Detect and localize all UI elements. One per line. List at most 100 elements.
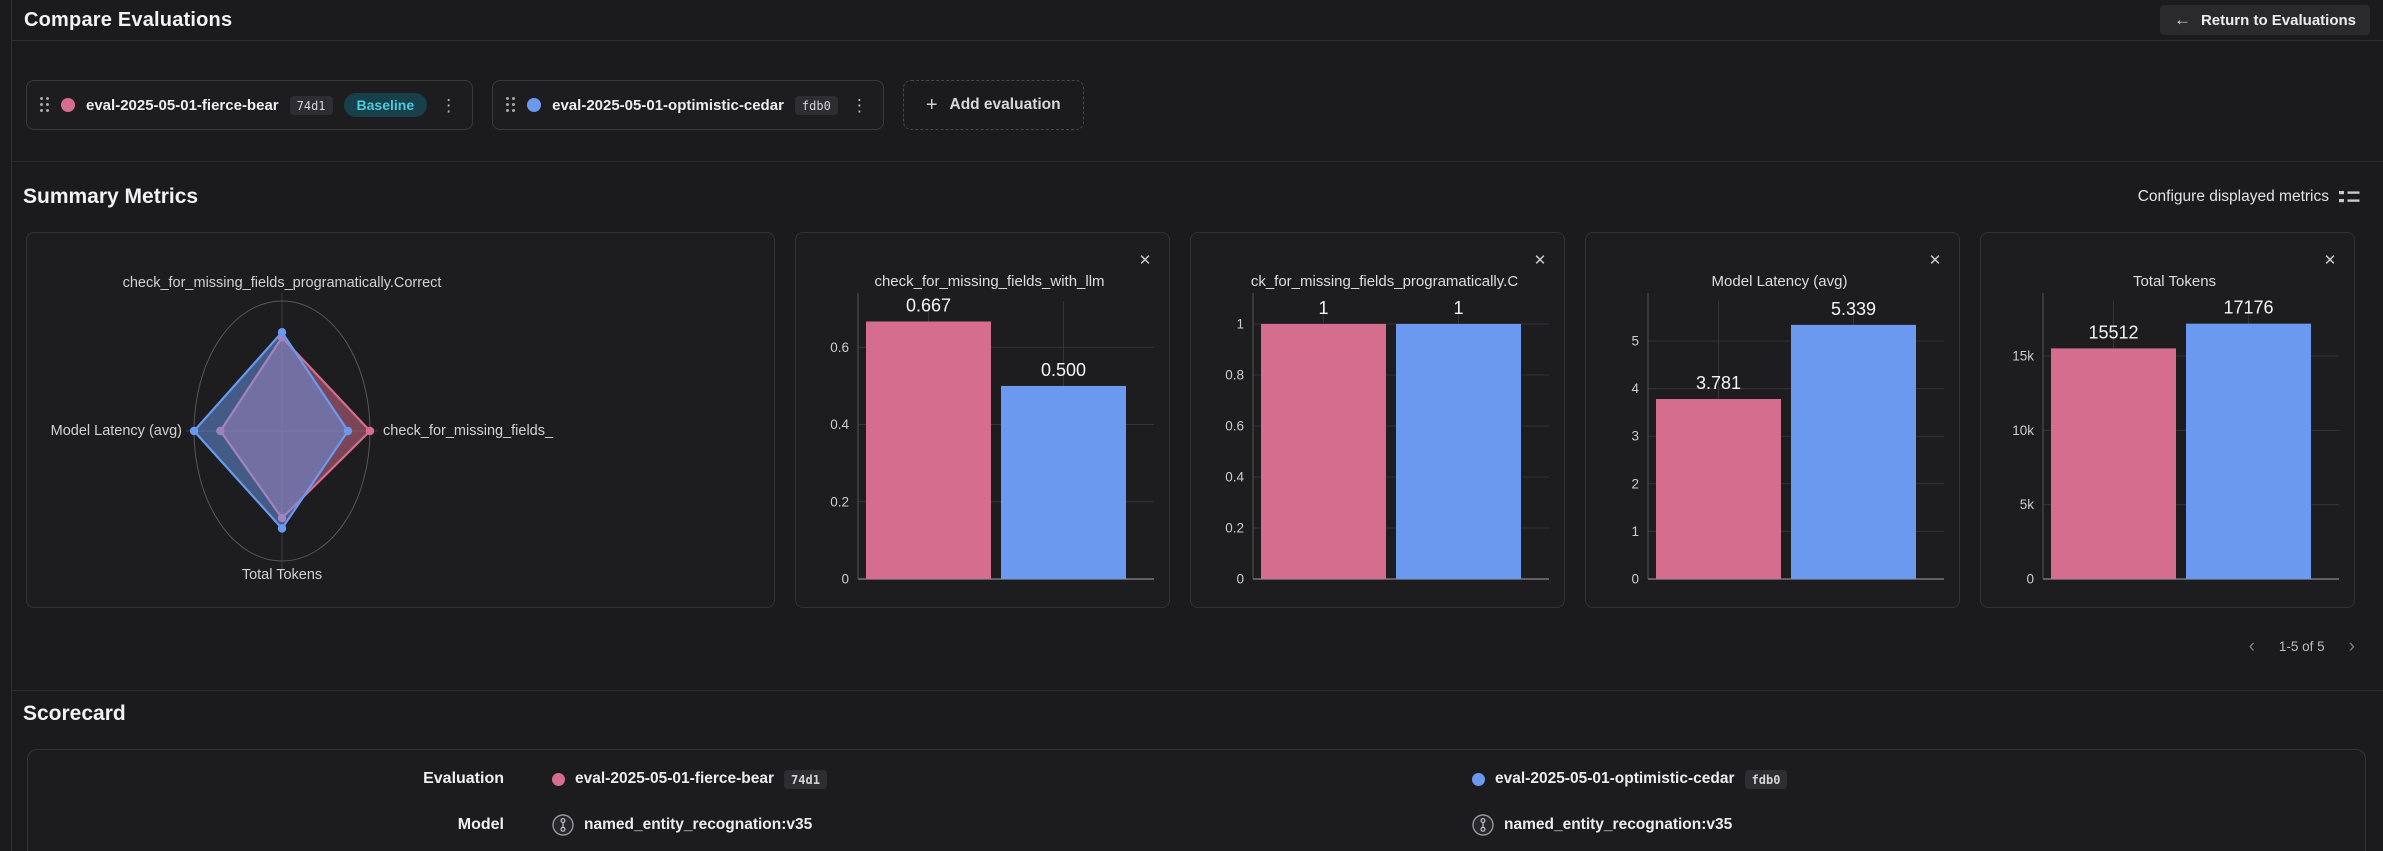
radar-axis-label-left: Model Latency (avg) <box>50 423 182 439</box>
return-button-label: Return to Evaluations <box>2200 11 2356 29</box>
metric-card-title: Model Latency (avg) <box>1711 273 1848 290</box>
close-icon: ✕ <box>2323 252 2337 269</box>
add-evaluation-label: Add evaluation <box>949 96 1061 113</box>
drag-handle-icon[interactable] <box>40 97 50 113</box>
svg-text:0.6: 0.6 <box>1225 418 1244 433</box>
chevron-left-icon: ‹ <box>2248 636 2255 657</box>
plus-icon: + <box>925 93 938 116</box>
page-title: Compare Evaluations <box>24 8 233 31</box>
drag-handle-icon[interactable] <box>506 97 516 113</box>
scorecard-row-label: Model <box>457 816 504 833</box>
svg-text:0: 0 <box>1631 572 1639 587</box>
section-divider <box>12 690 2383 691</box>
pagination-next-button[interactable]: › <box>2347 637 2357 656</box>
evaluation-id-badge: 74d1 <box>289 95 333 115</box>
app-header: Compare Evaluations ← Return to Evaluati… <box>12 0 2383 41</box>
svg-text:3: 3 <box>1631 429 1639 444</box>
evaluation-id-badge: fdb0 <box>794 95 838 115</box>
evaluation-name[interactable]: eval-2025-05-01-fierce-bear <box>575 770 775 787</box>
model-name[interactable]: named_entity_recognation:v35 <box>584 816 813 833</box>
radar-axis-label-bottom: Total Tokens <box>241 567 323 583</box>
model-icon <box>552 814 574 836</box>
add-evaluation-button[interactable]: + Add evaluation <box>902 80 1084 130</box>
metric-card-check-programatically: ✕ ck_for_missing_fields_programatically.… <box>1190 232 1565 608</box>
svg-text:17176: 17176 <box>2223 298 2273 318</box>
model-icon <box>1472 814 1494 836</box>
metric-card-title: check_for_missing_fields_with_llm <box>874 273 1105 290</box>
svg-text:0.667: 0.667 <box>906 295 951 315</box>
svg-text:5.339: 5.339 <box>1831 299 1876 319</box>
svg-text:0: 0 <box>841 572 849 587</box>
scorecard-title: Scorecard <box>23 702 126 725</box>
svg-text:1: 1 <box>1631 524 1639 539</box>
kebab-menu-icon[interactable]: ⋮ <box>850 95 868 115</box>
scorecard-panel: Evaluation eval-2025-05-01-fierce-bear 7… <box>27 749 2366 851</box>
svg-text:1: 1 <box>1318 298 1328 318</box>
metric-card-title: ck_for_missing_fields_programatically.C <box>1250 273 1519 290</box>
metric-card-total-tokens: ✕ Total Tokens 0 5k 10k 15k 15512 17176 <box>1980 232 2355 608</box>
baseline-badge: Baseline <box>343 93 428 117</box>
evaluation-name[interactable]: eval-2025-05-01-optimistic-cedar <box>1495 770 1735 787</box>
scorecard-model-cell: named_entity_recognation:v35 <box>1472 814 2365 836</box>
summary-metrics-title: Summary Metrics <box>23 185 199 208</box>
scorecard-model-cell: named_entity_recognation:v35 <box>552 814 1472 836</box>
svg-text:4: 4 <box>1631 381 1639 396</box>
svg-text:0.8: 0.8 <box>1225 367 1244 382</box>
evaluation-color-dot <box>527 98 542 112</box>
configure-displayed-metrics-button[interactable]: Configure displayed metrics <box>2138 188 2360 206</box>
svg-text:0: 0 <box>1236 572 1244 587</box>
close-card-button[interactable]: ✕ <box>1134 250 1156 272</box>
svg-text:0.2: 0.2 <box>1225 520 1244 535</box>
scorecard-evaluation-cell: eval-2025-05-01-optimistic-cedar fdb0 <box>1472 769 2365 789</box>
radar-axis-label-top: check_for_missing_fields_programatically… <box>122 275 442 291</box>
evaluation-chip-candidate[interactable]: eval-2025-05-01-optimistic-cedar fdb0 ⋮ <box>492 80 884 130</box>
svg-text:0.6: 0.6 <box>830 340 849 355</box>
summary-metrics-header: Summary Metrics Configure displayed metr… <box>23 182 2360 212</box>
svg-text:0.4: 0.4 <box>1225 469 1244 484</box>
close-card-button[interactable]: ✕ <box>1529 250 1551 272</box>
list-settings-icon <box>2339 191 2360 203</box>
kebab-menu-icon[interactable]: ⋮ <box>440 95 458 115</box>
pagination-prev-button[interactable]: ‹ <box>2247 637 2257 656</box>
pagination-label: 1-5 of 5 <box>2278 639 2325 654</box>
svg-text:0.4: 0.4 <box>830 417 849 432</box>
svg-text:10k: 10k <box>2012 423 2034 438</box>
close-card-button[interactable]: ✕ <box>2319 250 2341 272</box>
metric-card-model-latency: ✕ Model Latency (avg) 0 1 2 3 4 5 3.781 5.339 <box>1585 232 1960 608</box>
evaluation-name: eval-2025-05-01-fierce-bear <box>86 96 279 114</box>
svg-text:15k: 15k <box>2012 349 2034 364</box>
close-card-button[interactable]: ✕ <box>1924 250 1946 272</box>
model-name[interactable]: named_entity_recognation:v35 <box>1504 816 1733 833</box>
section-divider <box>12 161 2383 162</box>
scorecard-row-label: Evaluation <box>423 770 504 787</box>
svg-text:5k: 5k <box>2020 497 2035 512</box>
radar-chart-card: check_for_missing_fields_programatically… <box>26 232 775 608</box>
scorecard-evaluation-row: Evaluation eval-2025-05-01-fierce-bear 7… <box>28 756 2365 802</box>
radar-axis-label-right: check_for_missing_fields_ <box>383 423 554 439</box>
svg-text:3.781: 3.781 <box>1696 373 1741 393</box>
back-arrow-icon: ← <box>2173 10 2191 29</box>
close-icon: ✕ <box>1533 252 1547 269</box>
evaluation-id-badge: fdb0 <box>1744 769 1788 789</box>
metric-card-title: Total Tokens <box>2132 273 2217 290</box>
svg-text:1: 1 <box>1236 316 1244 331</box>
evaluation-chips-row: eval-2025-05-01-fierce-bear 74d1 Baselin… <box>26 80 1084 130</box>
metric-card-check-with-llm: ✕ check_for_missing_fields_with_llm 0 0.2… <box>795 232 1170 608</box>
bar-chart: 0 5k 10k 15k 15512 17176 <box>2012 293 2339 587</box>
chevron-right-icon: › <box>2348 636 2355 657</box>
evaluation-id-badge: 74d1 <box>784 769 827 789</box>
close-icon: ✕ <box>1928 252 1942 269</box>
page-left-border <box>11 0 12 851</box>
evaluation-color-dot <box>552 772 565 786</box>
radar-chart <box>186 293 378 569</box>
bar-chart: 0 0.2 0.4 0.6 0.667 0.500 <box>830 293 1154 587</box>
evaluation-chip-baseline[interactable]: eval-2025-05-01-fierce-bear 74d1 Baselin… <box>26 80 474 130</box>
svg-text:5: 5 <box>1631 333 1639 348</box>
evaluation-name: eval-2025-05-01-optimistic-cedar <box>552 96 784 114</box>
evaluation-color-dot <box>1472 772 1485 786</box>
return-to-evaluations-button[interactable]: ← Return to Evaluations <box>2159 5 2370 35</box>
evaluation-color-dot <box>61 98 75 112</box>
configure-metrics-label: Configure displayed metrics <box>2137 188 2329 205</box>
svg-text:0: 0 <box>2026 572 2034 587</box>
close-icon: ✕ <box>1138 252 1152 269</box>
